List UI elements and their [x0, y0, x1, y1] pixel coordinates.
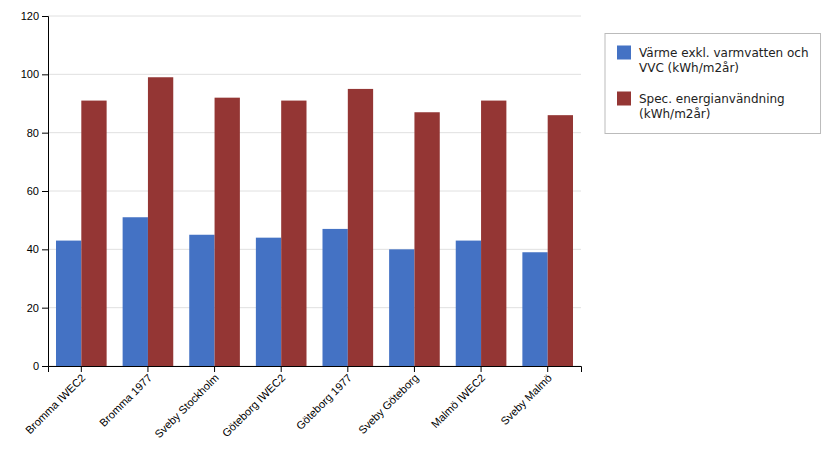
- legend-label-line: VVC (kWh/m2år): [639, 61, 739, 75]
- bar: [348, 89, 373, 366]
- tick-label: Sveby Stockholm: [152, 372, 221, 441]
- tick-label: Malmö IWEC2: [429, 372, 488, 431]
- legend-item: Spec. energianvändning(kWh/m2år): [617, 92, 785, 121]
- tick-label: 40: [27, 243, 39, 255]
- tick: Sveby Göteborg: [356, 366, 421, 436]
- tick-mark: [42, 16, 48, 17]
- grid-line: [48, 16, 581, 17]
- legend-item: Värme exkl. varmvatten ochVVC (kWh/m2år): [617, 46, 809, 75]
- tick: Sveby Malmö: [498, 366, 554, 427]
- bar: [522, 252, 547, 366]
- tick-mark: [42, 308, 48, 309]
- bar: [56, 241, 81, 366]
- tick-label: Sveby Göteborg: [356, 372, 421, 437]
- legend-label-line: Spec. energianvändning: [639, 92, 785, 106]
- tick-mark: [42, 133, 48, 134]
- tick: Bromma IWEC2: [23, 366, 88, 436]
- tick: Göteborg 1977: [294, 366, 354, 432]
- bar: [548, 115, 573, 366]
- x-axis: Bromma IWEC2Bromma 1977Sveby StockholmGö…: [23, 366, 582, 440]
- legend: Värme exkl. varmvatten ochVVC (kWh/m2år)…: [605, 34, 821, 134]
- bar: [256, 238, 281, 366]
- legend-frame: [605, 34, 821, 134]
- tick-mark: [42, 74, 48, 75]
- bar: [81, 101, 106, 366]
- legend-label: Spec. energianvändning(kWh/m2år): [639, 92, 785, 121]
- bar: [481, 101, 506, 366]
- y-axis: 0 20 40 60 80 100 120: [21, 10, 49, 372]
- bar: [148, 77, 173, 366]
- tick-mark: [42, 191, 48, 192]
- plot: 020406080100120Bromma IWEC2Bromma 1977Sv…: [21, 10, 582, 440]
- bar: [189, 235, 214, 366]
- tick: Malmö IWEC2: [429, 366, 488, 430]
- bar: [414, 112, 439, 366]
- tick-label: Göteborg 1977: [294, 372, 354, 432]
- tick: 0: [33, 360, 48, 372]
- chart: 020406080100120Bromma IWEC2Bromma 1977Sv…: [0, 0, 831, 476]
- tick: 40: [27, 243, 48, 255]
- tick: 120: [21, 10, 48, 22]
- bar: [389, 249, 414, 366]
- tick-mark: [547, 366, 548, 372]
- tick-mark: [414, 366, 415, 372]
- tick: 20: [27, 302, 48, 314]
- legend-label: Värme exkl. varmvatten ochVVC (kWh/m2år): [639, 46, 809, 75]
- tick-label: 80: [27, 127, 39, 139]
- tick-label: Bromma IWEC2: [23, 372, 88, 437]
- tick-mark: [42, 366, 48, 367]
- tick: 80: [27, 127, 48, 139]
- tick-label: 20: [27, 302, 39, 314]
- grid: [48, 16, 581, 366]
- tick: Bromma 1977: [97, 366, 154, 429]
- tick-label: Bromma 1977: [97, 372, 154, 429]
- grid-line: [48, 74, 581, 75]
- tick: 100: [21, 68, 48, 80]
- tick-mark: [214, 366, 215, 372]
- legend-swatch: [617, 92, 631, 106]
- bar: [322, 229, 347, 366]
- bar: [215, 98, 240, 366]
- axis-line: [42, 17, 49, 367]
- tick-mark: [81, 366, 82, 372]
- axis-line: [49, 367, 582, 373]
- tick: Göteborg IWEC2: [220, 366, 288, 439]
- tick-mark: [481, 366, 482, 372]
- tick-label: 120: [21, 10, 39, 22]
- tick-label: Göteborg IWEC2: [220, 372, 288, 440]
- bars: [56, 77, 573, 366]
- legend-label-line: Värme exkl. varmvatten och: [639, 46, 809, 60]
- tick-mark: [42, 249, 48, 250]
- tick-label: 60: [27, 185, 39, 197]
- tick-mark: [147, 366, 148, 372]
- tick: Sveby Stockholm: [152, 366, 221, 440]
- bar: [123, 217, 148, 366]
- tick: 60: [27, 185, 48, 197]
- bar: [281, 101, 306, 366]
- tick-label: 0: [33, 360, 39, 372]
- tick-mark: [347, 366, 348, 372]
- bar: [456, 241, 481, 366]
- series: [81, 77, 573, 366]
- tick-mark: [281, 366, 282, 372]
- legend-label-line: (kWh/m2år): [639, 107, 710, 121]
- tick-label: 100: [21, 68, 39, 80]
- legend-swatch: [617, 46, 631, 60]
- tick-label: Sveby Malmö: [498, 372, 554, 428]
